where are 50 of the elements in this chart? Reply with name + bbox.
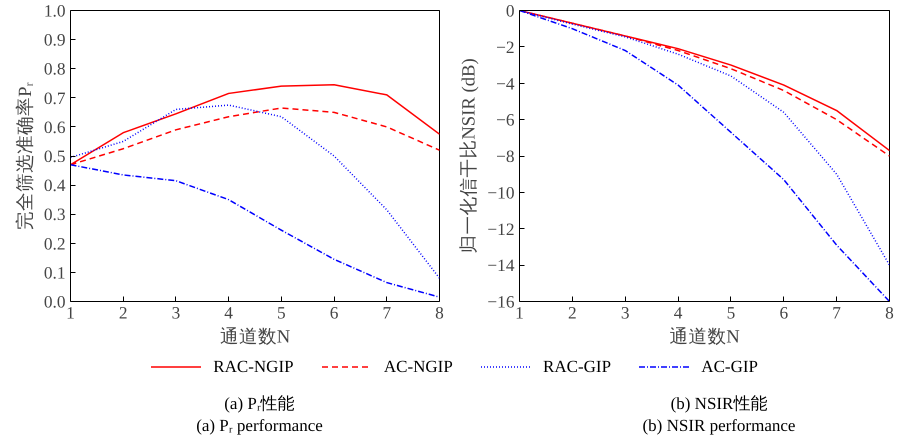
x-tick-label: 1: [515, 304, 524, 322]
y-tick-label: −10: [487, 183, 515, 202]
y-axis-title: 完全筛选准确率Pᵣ: [14, 82, 36, 230]
x-tick-label: 8: [435, 304, 444, 322]
y-tick-label: 0.3: [44, 205, 66, 224]
y-tick-label: 0: [506, 2, 515, 20]
x-tick-label: 5: [277, 304, 286, 322]
legend-label: AC-GIP: [701, 357, 758, 376]
y-tick-label: 0.5: [44, 147, 66, 166]
x-tick-label: 7: [832, 304, 842, 322]
y-tick-label: 0.0: [44, 292, 66, 312]
y-tick-label: −12: [487, 220, 515, 239]
y-tick-label: 0.2: [44, 234, 66, 254]
x-axis-title: 通道数N: [220, 326, 291, 348]
x-tick-label: 1: [66, 304, 75, 322]
x-tick-label: 8: [885, 304, 894, 322]
text: (b) NSIR性能: [670, 393, 768, 415]
y-tick-label: 0.7: [44, 88, 66, 108]
legend-label: RAC-NGIP: [213, 357, 294, 376]
y-tick-label: 0.6: [44, 118, 66, 137]
y-tick-label: 0.8: [44, 60, 66, 79]
y-tick-label: 0.4: [44, 176, 66, 196]
x-tick-label: 2: [568, 304, 577, 322]
x-tick-label: 5: [726, 304, 736, 322]
legend-label: AC-NGIP: [384, 357, 453, 376]
line-series: [70, 164, 440, 298]
line-series: [70, 104, 440, 279]
x-tick-label: 6: [330, 304, 339, 322]
x-axis-title: 通道数N: [669, 326, 740, 348]
x-tick-label: 3: [172, 304, 180, 322]
x-tick-label: 4: [674, 304, 683, 322]
y-tick-label: 0.9: [44, 30, 66, 50]
x-tick-label: 4: [224, 304, 234, 322]
x-tick-label: 3: [620, 304, 630, 322]
y-tick-label: −8: [496, 147, 514, 166]
y-tick-label: −6: [496, 110, 515, 130]
y-axis-title: 归一化信干比NSIR (dB): [458, 58, 480, 254]
y-tick-label: −14: [487, 256, 515, 276]
x-tick-label: 7: [382, 304, 392, 322]
x-tick-label: 6: [779, 304, 788, 322]
y-tick-label: 1.0: [44, 2, 66, 20]
y-tick-label: −16: [487, 292, 515, 312]
text: (b) NSIR performance: [642, 415, 796, 437]
text: (a) Pᵣ performance: [195, 415, 324, 437]
y-tick-label: 0.1: [44, 263, 66, 282]
legend-label: RAC-GIP: [543, 357, 612, 376]
y-tick-label: −4: [496, 74, 515, 94]
x-tick-label: 2: [118, 304, 128, 322]
y-tick-label: −2: [496, 38, 514, 57]
text: (a) Pᵣ性能: [223, 393, 296, 415]
